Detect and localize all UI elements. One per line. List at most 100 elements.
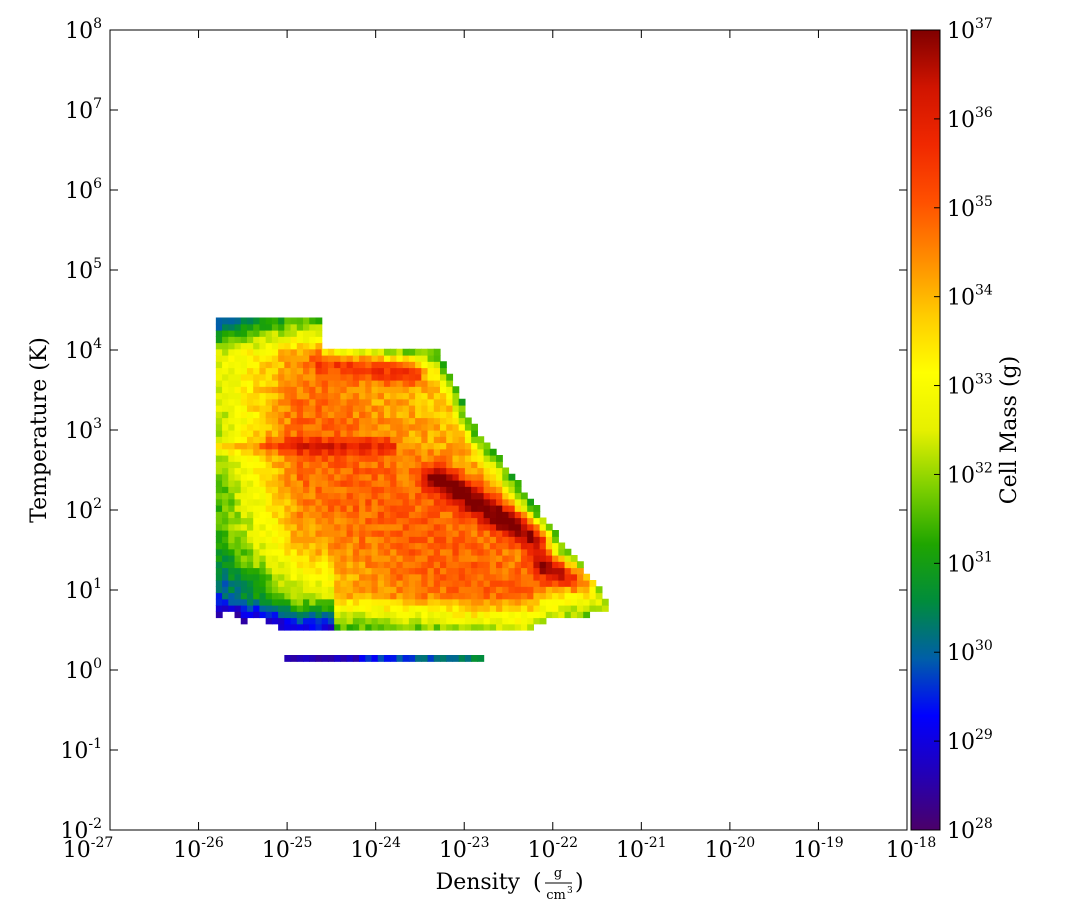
heatmap-cell xyxy=(215,561,223,569)
heatmap-cell xyxy=(408,536,416,544)
heatmap-cell xyxy=(390,380,398,387)
heatmap-cell xyxy=(253,336,261,344)
heatmap-cell xyxy=(421,455,429,462)
heatmap-cell xyxy=(315,348,323,356)
heatmap-cell xyxy=(271,317,279,325)
heatmap-cell xyxy=(352,498,360,506)
heatmap-cell xyxy=(265,436,273,444)
heatmap-cell xyxy=(514,617,522,625)
heatmap-cell xyxy=(371,548,379,556)
heatmap-cell xyxy=(471,617,478,625)
heatmap-cell xyxy=(421,486,429,494)
heatmap-cell xyxy=(309,586,317,594)
heatmap-cell xyxy=(402,555,410,562)
heatmap-cell xyxy=(383,580,391,587)
heatmap-cell xyxy=(390,467,398,475)
heatmap-cell xyxy=(359,392,366,400)
heatmap-cell xyxy=(365,480,373,487)
heatmap-cell xyxy=(489,467,497,475)
heatmap-cell xyxy=(377,623,385,631)
heatmap-cell xyxy=(464,455,472,462)
heatmap-cell xyxy=(284,430,292,437)
heatmap-cell xyxy=(359,461,366,469)
heatmap-cell xyxy=(340,467,348,475)
heatmap-cell xyxy=(390,542,398,550)
heatmap-cell xyxy=(240,505,248,512)
heatmap-cell xyxy=(446,517,454,525)
heatmap-cell xyxy=(309,492,317,500)
heatmap-cell xyxy=(421,473,429,481)
heatmap-cell xyxy=(222,342,229,350)
svg-text:g: g xyxy=(554,866,562,881)
heatmap-cell xyxy=(228,361,236,369)
heatmap-cell xyxy=(527,498,535,506)
heatmap-cell xyxy=(464,598,472,606)
heatmap-cell xyxy=(321,467,329,475)
heatmap-cell xyxy=(440,398,447,406)
heatmap-cell xyxy=(284,342,292,350)
heatmap-cell xyxy=(222,505,229,512)
heatmap-cell xyxy=(564,605,572,612)
heatmap-cell xyxy=(246,580,254,587)
heatmap-cell xyxy=(284,611,292,619)
heatmap-cell xyxy=(315,592,323,600)
heatmap-cell xyxy=(440,617,447,625)
heatmap-cell xyxy=(278,405,285,412)
heatmap-cell xyxy=(576,561,584,569)
heatmap-cell xyxy=(396,586,404,594)
heatmap-cell xyxy=(352,417,360,425)
heatmap-cell xyxy=(383,355,391,362)
heatmap-cell xyxy=(514,598,522,606)
heatmap-cell xyxy=(440,461,447,469)
heatmap-cell xyxy=(489,511,497,519)
heatmap-cell xyxy=(352,492,360,500)
heatmap-cell xyxy=(234,461,242,469)
heatmap-cell xyxy=(471,511,478,519)
heatmap-cell xyxy=(570,573,578,581)
heatmap-cell xyxy=(483,448,491,456)
heatmap-cell xyxy=(427,592,435,600)
heatmap-cell xyxy=(402,592,410,600)
heatmap-cell xyxy=(402,580,410,587)
heatmap-cell xyxy=(234,448,242,456)
heatmap-cell xyxy=(383,417,391,425)
heatmap-cell xyxy=(315,330,323,337)
heatmap-cell xyxy=(303,330,310,337)
heatmap-cell xyxy=(433,398,441,406)
heatmap-cell xyxy=(446,511,454,519)
heatmap-cell xyxy=(259,442,267,450)
heatmap-cell xyxy=(383,467,391,475)
heatmap-cell xyxy=(334,655,341,662)
heatmap-cell xyxy=(340,586,348,594)
heatmap-cell xyxy=(271,586,279,594)
heatmap-cell xyxy=(408,598,416,606)
heatmap-cell xyxy=(222,430,229,437)
heatmap-cell xyxy=(246,380,254,387)
heatmap-cell xyxy=(359,467,366,475)
heatmap-cell xyxy=(334,373,341,381)
heatmap-cell xyxy=(234,523,242,531)
heatmap-cell xyxy=(458,467,466,475)
svg-text:cm: cm xyxy=(546,888,566,903)
heatmap-cell xyxy=(446,617,454,625)
heatmap-cell xyxy=(346,361,354,369)
heatmap-cell xyxy=(502,598,510,606)
heatmap-cell xyxy=(383,592,391,600)
heatmap-cell xyxy=(377,523,385,531)
colorbar-tick-label: 1032 xyxy=(947,460,993,488)
heatmap-cell xyxy=(390,436,398,444)
heatmap-cell xyxy=(458,586,466,594)
heatmap-cell xyxy=(246,598,254,606)
heatmap-cell xyxy=(309,592,317,600)
heatmap-cell xyxy=(477,605,485,612)
heatmap-cell xyxy=(483,473,491,481)
heatmap-cell xyxy=(452,436,460,444)
heatmap-cell xyxy=(303,473,310,481)
heatmap-cell xyxy=(271,505,279,512)
heatmap-cell xyxy=(415,480,422,487)
heatmap-cell xyxy=(296,498,304,506)
heatmap-cell xyxy=(321,355,329,362)
heatmap-cell xyxy=(321,411,329,419)
heatmap-cell xyxy=(514,498,522,506)
